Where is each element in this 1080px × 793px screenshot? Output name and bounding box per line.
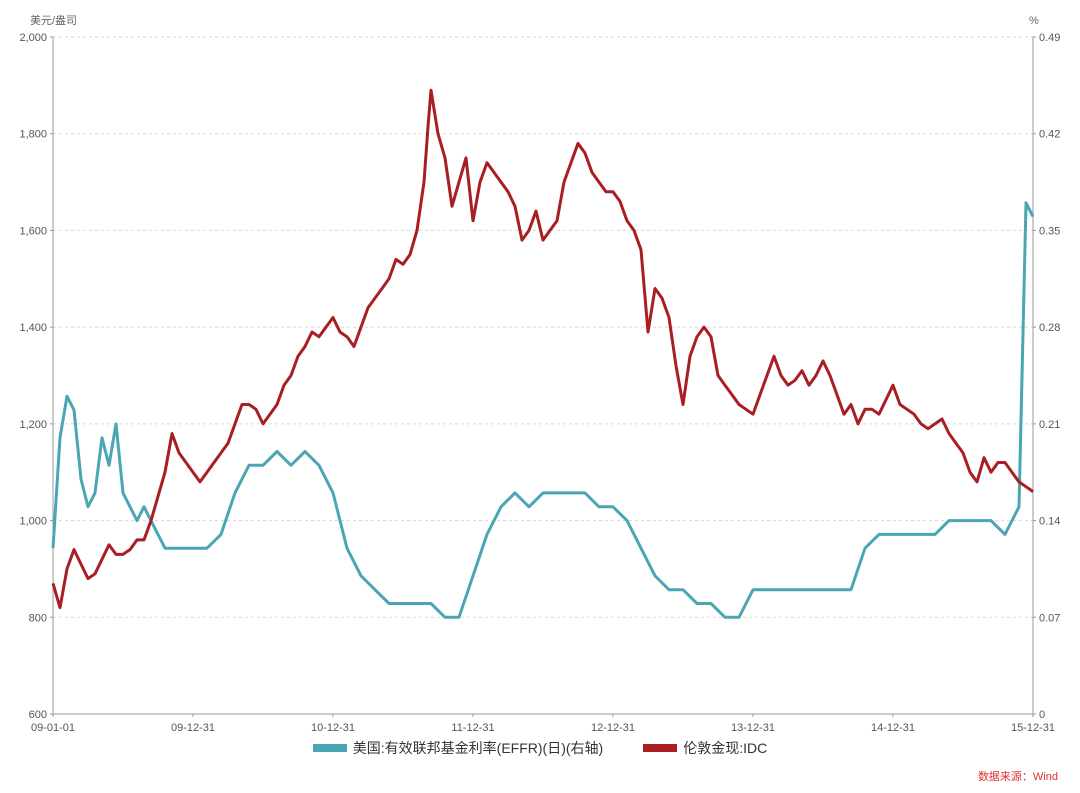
left-tick-label: 1,800 bbox=[19, 129, 47, 141]
legend-label-gold: 伦敦金现:IDC bbox=[683, 740, 768, 756]
right-tick-label: 0.49 bbox=[1039, 32, 1060, 44]
left-tick-label: 600 bbox=[29, 709, 47, 721]
x-tick-label: 09-12-31 bbox=[171, 722, 215, 734]
series-line-gold bbox=[51, 88, 1034, 610]
right-tick-label: 0.35 bbox=[1039, 225, 1060, 237]
left-tick-label: 1,400 bbox=[19, 322, 47, 334]
series-line-effr bbox=[51, 201, 1035, 619]
axes bbox=[52, 37, 1034, 715]
left-tick-label: 800 bbox=[29, 612, 47, 624]
right-tick-label: 0.42 bbox=[1039, 129, 1060, 141]
legend-swatch-gold bbox=[643, 744, 678, 752]
left-tick-label: 1,200 bbox=[19, 419, 47, 431]
right-tick-label: 0 bbox=[1039, 709, 1045, 721]
right-tick-label: 0.21 bbox=[1039, 419, 1060, 431]
right-tick-label: 0.14 bbox=[1039, 516, 1060, 528]
right-tick-label: 0.28 bbox=[1039, 322, 1060, 334]
left-tick-label: 1,600 bbox=[19, 225, 47, 237]
right-axis-unit: % bbox=[1029, 15, 1039, 27]
x-tick-label: 14-12-31 bbox=[871, 722, 915, 734]
x-tick-label: 13-12-31 bbox=[731, 722, 775, 734]
left-tick-label: 1,000 bbox=[19, 516, 47, 528]
legend-label-effr: 美国:有效联邦基金利率(EFFR)(日)(右轴) bbox=[352, 740, 604, 756]
right-tick-label: 0.07 bbox=[1039, 612, 1060, 624]
left-tick-label: 2,000 bbox=[19, 32, 47, 44]
x-tick-label: 10-12-31 bbox=[311, 722, 355, 734]
left-axis-unit: 美元/盎司 bbox=[30, 13, 77, 27]
x-tick-label: 11-12-31 bbox=[451, 722, 494, 734]
x-axis-ticks: 09-01-01 09-12-31 10-12-31 11-12-31 12-12-31… bbox=[31, 714, 1055, 734]
x-tick-label: 15-12-31 bbox=[1011, 722, 1055, 734]
left-axis-ticks: 600 800 1,000 1,200 1,400 1,600 1,800 2,000 bbox=[19, 32, 53, 721]
legend: 美国:有效联邦基金利率(EFFR)(日)(右轴) 伦敦金现:IDC bbox=[0, 738, 1080, 758]
x-tick-label: 12-12-31 bbox=[591, 722, 635, 734]
grid bbox=[53, 36, 1033, 618]
series-group bbox=[51, 88, 1035, 619]
legend-swatch-effr bbox=[312, 744, 347, 752]
legend-item-effr[interactable]: 美国:有效联邦基金利率(EFFR)(日)(右轴) bbox=[312, 738, 604, 758]
legend-item-gold[interactable]: 伦敦金现:IDC bbox=[643, 738, 767, 758]
source-note: 数据来源：Wind bbox=[977, 771, 1058, 783]
right-axis-ticks: 0 0.07 0.14 0.21 0.28 0.35 0.42 0.49 bbox=[1033, 32, 1060, 721]
x-tick-label: 09-01-01 bbox=[31, 722, 75, 734]
